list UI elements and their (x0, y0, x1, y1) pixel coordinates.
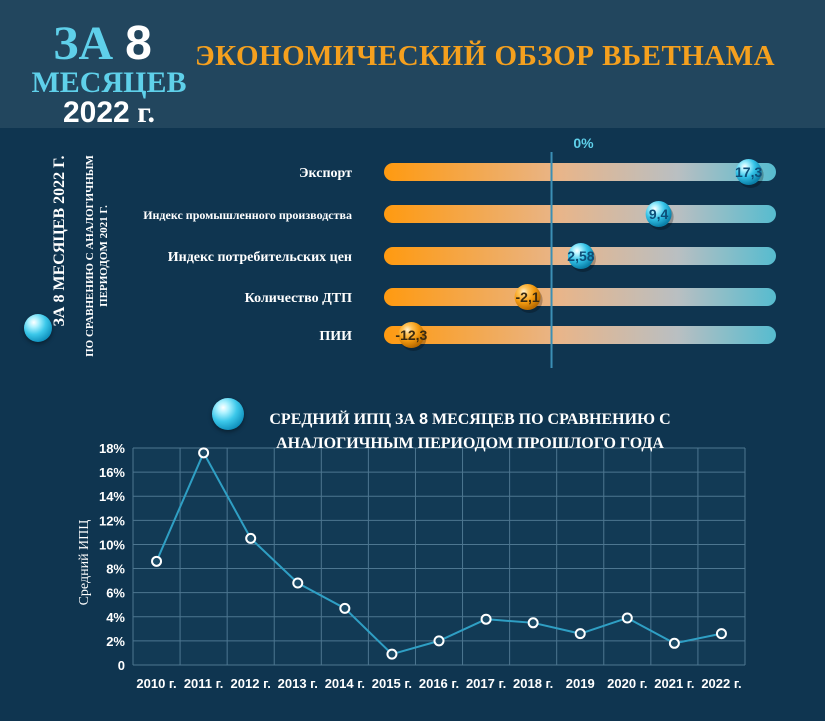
cpi-point (668, 637, 680, 649)
value-bubble (398, 322, 425, 348)
indicator-label: Экспорт (299, 166, 352, 181)
y-tick-label: 0 (118, 658, 125, 673)
value-label: 9,4 (649, 206, 669, 222)
value-bubble (567, 243, 594, 269)
x-tick-label: 2014 г. (325, 676, 365, 691)
y-tick-label: 12% (99, 513, 125, 528)
cpi-point (715, 628, 727, 640)
indicator-bar (384, 205, 776, 223)
header-band (0, 0, 825, 128)
x-tick-label: 2021 г. (654, 676, 694, 691)
x-tick-label: 2019 (566, 676, 595, 691)
indicator-label: ПИИ (319, 329, 352, 344)
line-title-part-a: СРЕДНИЙ ИПЦ ЗА (269, 411, 420, 428)
cpi-point (386, 648, 398, 660)
cpi-point (245, 532, 257, 544)
y-tick-label: 4% (106, 610, 125, 625)
y-tick-label: 14% (99, 489, 125, 504)
value-label: 2,58 (567, 248, 594, 264)
value-label: -2,1 (516, 289, 540, 305)
cpi-point (198, 447, 210, 459)
value-bubble (514, 284, 541, 310)
x-tick-label: 2016 г. (419, 676, 459, 691)
badge-za: ЗА (53, 17, 126, 70)
line-title-part-c: МЕСЯЦЕВ ПО СРАВНЕНИЮ С (427, 411, 671, 428)
cpi-point (292, 577, 304, 589)
badge-year: 2022 г. (0, 96, 218, 130)
badge-period: ЗА 8 (0, 16, 205, 71)
line-title-line2: АНАЛОГИЧНЫМ ПЕРИОДОМ ПРОШЛОГО ГОДА (276, 435, 664, 452)
y-tick-label: 2% (106, 634, 125, 649)
y-axis-label: Средний ИПЦ (77, 520, 92, 606)
cpi-point (433, 635, 445, 647)
value-label: 17,3 (735, 164, 762, 180)
y-tick-label: 16% (99, 465, 125, 480)
value-bubble (735, 159, 762, 185)
indicator-label: Индекс потребительских цен (168, 250, 352, 265)
x-tick-label: 2010 г. (136, 676, 176, 691)
value-label: -12,3 (395, 327, 427, 343)
line-title-number: 8 (419, 411, 428, 428)
cpi-point (151, 555, 163, 567)
value-bubble (645, 201, 672, 227)
cpi-point (574, 628, 586, 640)
y-tick-label: 10% (99, 537, 125, 552)
cpi-point (480, 613, 492, 625)
badge-year-suffix: г. (129, 96, 155, 129)
x-tick-label: 2020 г. (607, 676, 647, 691)
cpi-point (621, 612, 633, 624)
badge-year-number: 2022 (63, 96, 130, 129)
x-tick-label: 2011 г. (184, 676, 224, 691)
page-title: ЭКОНОМИЧЕСКИЙ ОБЗОР ВЬЕТНАМА (195, 40, 776, 72)
indicator-label: Индекс промышленного производства (143, 208, 352, 222)
indicator-bar (384, 326, 776, 344)
y-tick-label: 6% (106, 586, 125, 601)
sphere-icon (24, 314, 52, 342)
indicator-bar (384, 163, 776, 181)
cpi-point (527, 617, 539, 629)
x-tick-label: 2022 г. (701, 676, 741, 691)
y-tick-label: 18% (99, 441, 125, 456)
x-tick-label: 2015 г. (372, 676, 412, 691)
indicator-label: Количество ДТП (245, 291, 352, 306)
badge-number: 8 (125, 17, 152, 70)
plot-area (133, 448, 745, 665)
indicator-bar-chart: 0% Экспорт 17,3 Индекс промышленного произв… (143, 135, 776, 368)
indicator-bar (384, 288, 776, 306)
x-tick-label: 2018 г. (513, 676, 553, 691)
x-tick-label: 2013 г. (278, 676, 318, 691)
x-tick-label: 2017 г. (466, 676, 506, 691)
cpi-point (339, 602, 351, 614)
y-tick-label: 8% (106, 562, 125, 577)
zero-label: 0% (573, 135, 594, 151)
x-tick-label: 2012 г. (231, 676, 271, 691)
badge-months: МЕСЯЦЕВ (31, 66, 187, 99)
sphere-icon-title (212, 398, 244, 430)
line-chart-title: СРЕДНИЙ ИПЦ ЗА 8 МЕСЯЦЕВ ПО СРАВНЕНИЮ С … (250, 408, 690, 456)
